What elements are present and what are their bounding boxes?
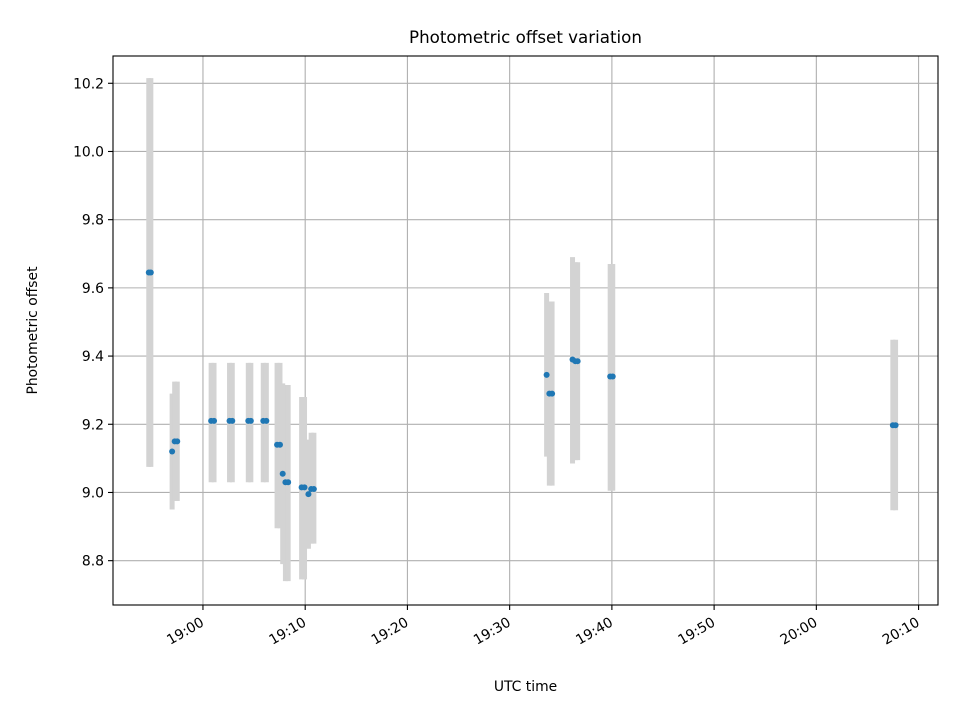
data-point <box>310 486 317 493</box>
data-point <box>285 479 292 486</box>
x-axis-title: UTC time <box>494 679 557 695</box>
data-point <box>247 417 254 424</box>
data-point <box>305 491 312 498</box>
data-point <box>229 417 236 424</box>
y-tick-label: 10.0 <box>73 144 104 160</box>
y-tick-label: 9.8 <box>82 213 104 229</box>
data-point <box>147 269 154 276</box>
data-point <box>301 484 308 491</box>
data-point <box>549 390 556 397</box>
y-axis-title: Photometric offset <box>25 266 41 395</box>
data-points <box>145 269 899 498</box>
data-point <box>263 417 270 424</box>
data-point <box>609 373 616 380</box>
data-point <box>892 422 899 429</box>
data-point <box>279 470 286 477</box>
data-point <box>276 441 283 448</box>
data-point <box>543 371 550 378</box>
data-point <box>211 417 218 424</box>
y-tick-label: 8.8 <box>82 554 104 570</box>
chart-title: Photometric offset variation <box>409 27 642 47</box>
y-tick-label: 9.6 <box>82 281 104 297</box>
data-point <box>169 448 176 455</box>
y-tick-label: 10.2 <box>73 76 104 92</box>
y-tick-label: 9.4 <box>82 349 104 365</box>
plot-frame <box>112 55 939 606</box>
y-tick-label: 9.2 <box>82 417 104 433</box>
data-point <box>174 438 181 445</box>
data-point <box>574 358 581 365</box>
y-tick-label: 9.0 <box>82 485 104 501</box>
